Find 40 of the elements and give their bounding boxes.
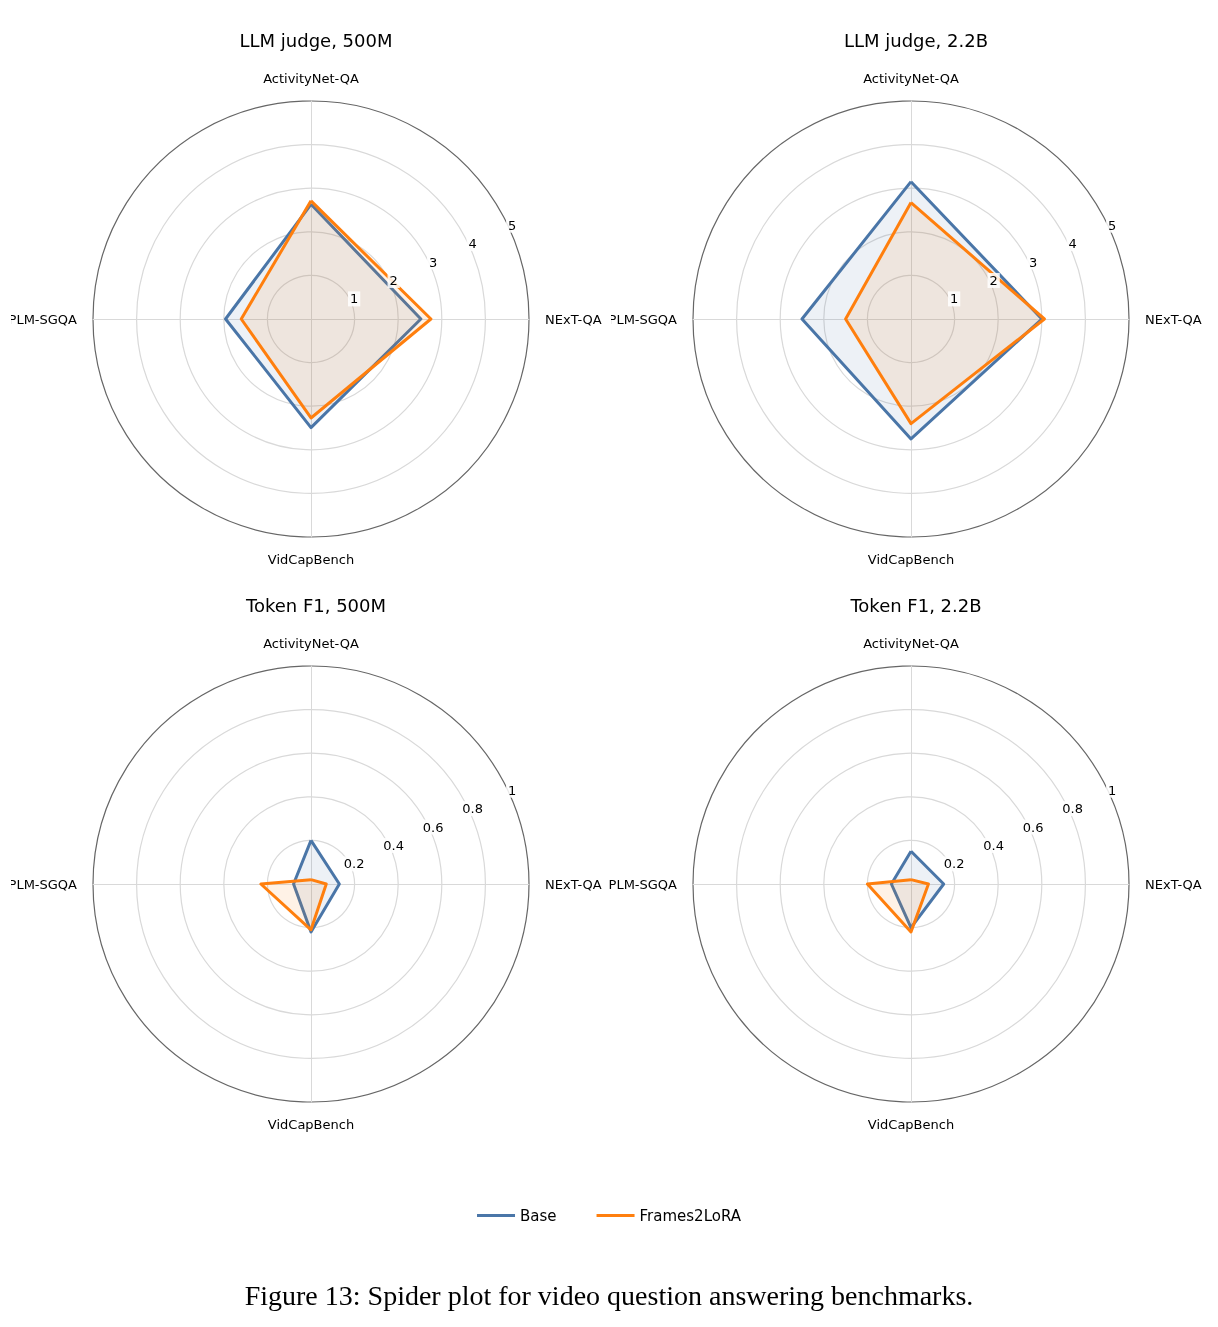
y-tick-label: 1 [1108, 782, 1117, 798]
chart-title: LLM judge, 2.2B [843, 29, 989, 51]
y-tick-label: 2 [389, 272, 398, 288]
y-tick-label: 0.4 [983, 837, 1004, 853]
spoke-label: VidCapBench [867, 552, 955, 567]
legend-label: Frames2LoRA [639, 1206, 742, 1225]
spoke-label: ActivityNet-QA [263, 636, 359, 651]
y-tick-label: 5 [508, 217, 517, 233]
spoke-label: ActivityNet-QA [863, 71, 959, 86]
y-tick-label: 0.2 [943, 856, 965, 872]
legend-label: Base [520, 1206, 557, 1225]
y-tick-label: 4 [1068, 236, 1077, 252]
chart-title: LLM judge, 500M [239, 29, 393, 51]
chart-title: Token F1, 2.2B [849, 594, 982, 616]
y-tick-label: 5 [1108, 217, 1117, 233]
y-tick-label: 0.8 [1062, 801, 1084, 817]
caption: Figure 13: Spider plot for video question answering benchmarks. [244, 1279, 974, 1311]
y-tick-label: 1 [950, 291, 959, 307]
spoke-label: VidCapBench [267, 552, 355, 567]
spoke-label: NExT-QA [545, 311, 602, 327]
y-tick-label: 3 [1029, 254, 1038, 270]
spoke-label: PLM-SGQA [608, 876, 678, 892]
spoke-label: NExT-QA [1145, 311, 1202, 327]
y-tick-label: 0.2 [343, 856, 365, 872]
y-tick-label: 1 [350, 291, 359, 307]
y-tick-label: 0.6 [422, 819, 444, 835]
spoke-label: VidCapBench [267, 1117, 355, 1132]
y-tick-label: 2 [989, 272, 998, 288]
spoke-label: NExT-QA [1145, 876, 1202, 892]
spoke-label: ActivityNet-QA [863, 636, 959, 651]
spoke-label: ActivityNet-QA [263, 71, 359, 86]
y-tick-label: 0.4 [383, 837, 404, 853]
y-tick-label: 0.8 [462, 801, 484, 817]
spoke-label: NExT-QA [545, 876, 602, 892]
y-tick-label: 3 [429, 254, 438, 270]
spoke-label: VidCapBench [867, 1117, 955, 1132]
y-tick-label: 1 [508, 782, 517, 798]
y-tick-label: 4 [468, 236, 477, 252]
chart-title: Token F1, 500M [244, 594, 387, 616]
y-tick-label: 0.6 [1022, 819, 1044, 835]
